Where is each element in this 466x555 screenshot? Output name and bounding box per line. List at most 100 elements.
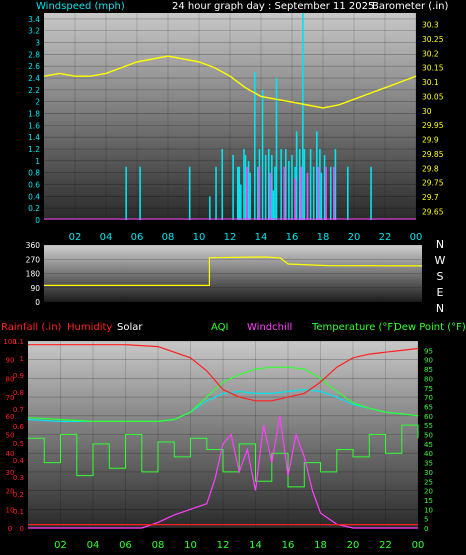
compass-label: N [436, 302, 444, 315]
compass-label: N [436, 238, 444, 251]
rainfall-tick: 0.3 [13, 474, 24, 482]
rainfall-tick: 0.8 [13, 389, 24, 397]
hour-tick: 16 [282, 540, 295, 551]
barometer-tick: 30.3 [422, 21, 439, 30]
humidity-tick: 100 [3, 338, 16, 346]
barometer-tick: 29.9 [422, 136, 439, 145]
hour-tick: 12 [224, 232, 237, 243]
solar-line [28, 415, 418, 529]
temperature-line [27, 366, 419, 422]
hour-tick: 20 [347, 540, 360, 551]
temperature-tick: 90 [424, 357, 433, 365]
temperature-tick: 45 [424, 441, 433, 449]
direction-tick: 270 [26, 255, 41, 264]
temperature-tick: 10 [424, 506, 433, 514]
hour-tick: 08 [162, 232, 175, 243]
windspeed-tick: 2.8 [28, 50, 40, 59]
barometer-tick: 29.7 [422, 193, 439, 202]
hour-tick: 12 [217, 540, 230, 551]
windchill-legend: Windchill [247, 322, 292, 333]
hour-tick: 18 [314, 540, 327, 551]
rainfall-tick: 0 [20, 525, 24, 533]
humidity-tick: 90 [6, 357, 15, 365]
windspeed-tick: 1.6 [28, 121, 40, 130]
humidity-tick: 60 [6, 413, 15, 421]
windspeed-tick: 2.4 [28, 74, 40, 83]
hour-tick: 14 [255, 232, 268, 243]
barometer-tick: 29.75 [422, 179, 444, 188]
hour-tick: 10 [193, 232, 206, 243]
compass-label: E [437, 286, 444, 299]
windspeed-tick: 0.8 [28, 169, 40, 178]
hour-tick: 22 [379, 540, 392, 551]
rainfall-legend: Rainfall (.in) [1, 322, 62, 333]
hour-tick: 14 [249, 540, 262, 551]
wind-barometer-plot [44, 13, 416, 220]
barometer-line [43, 55, 417, 109]
barometer-axis-title: Barometer (.in) [372, 1, 448, 12]
barometer-tick: 29.65 [422, 207, 444, 216]
temperature-legend: Temperature (°F) [311, 322, 397, 333]
windspeed-tick: 2.6 [28, 62, 40, 71]
aqi-legend: AQI [211, 322, 229, 333]
humidity-tick: 30 [6, 469, 15, 477]
windspeed-tick: 1.2 [28, 145, 40, 154]
temperature-tick: 85 [424, 366, 433, 374]
humidity-tick: 40 [6, 450, 15, 458]
windspeed-axis-title: Windspeed (mph) [36, 1, 125, 12]
temperature-tick: 50 [424, 432, 433, 440]
direction-tick: 180 [26, 270, 41, 279]
windspeed-tick: 3.4 [28, 15, 40, 24]
temperature-tick: 75 [424, 385, 433, 393]
rainfall-tick: 0.7 [13, 406, 24, 414]
windspeed-tick: 3.2 [28, 27, 40, 36]
humidity-line [28, 344, 419, 402]
rainfall-tick: 1 [20, 355, 24, 363]
windspeed-tick: 0.2 [28, 204, 40, 213]
barometer-tick: 29.85 [422, 150, 444, 159]
humidity-legend: Humidity [67, 322, 112, 333]
hour-tick: 18 [317, 232, 330, 243]
hour-tick: 22 [379, 232, 392, 243]
temperature-tick: 25 [424, 478, 433, 486]
hour-tick: 06 [119, 540, 132, 551]
rainfall-tick: 0.1 [13, 508, 24, 516]
wind-direction-line [44, 256, 423, 286]
temperature-tick: 0 [424, 525, 428, 533]
barometer-tick: 30.25 [422, 35, 444, 44]
direction-tick: 0 [35, 298, 40, 307]
windspeed-tick: 1 [35, 157, 40, 166]
hour-tick: 16 [286, 232, 299, 243]
rainfall-tick: 0.2 [13, 491, 24, 499]
hour-tick: 04 [87, 540, 100, 551]
hour-tick: 02 [54, 540, 67, 551]
humidity-tick: 10 [6, 506, 15, 514]
wind-direction-plot [44, 245, 422, 302]
graph-date-title: 24 hour graph day : September 11 2025 [172, 1, 374, 12]
windspeed-tick: 1.8 [28, 110, 40, 119]
barometer-tick: 30.1 [422, 78, 439, 87]
barometer-tick: 30 [422, 107, 432, 116]
windspeed-tick: 2 [35, 98, 40, 107]
rainfall-tick: 0.5 [13, 440, 24, 448]
direction-tick: 90 [30, 284, 40, 293]
rainfall-tick: 1.1 [13, 338, 24, 346]
rainfall-tick: 0.9 [13, 372, 24, 380]
humidity-tick: 80 [6, 375, 15, 383]
dew-point-legend: Dew Point (°F) [394, 322, 466, 333]
windspeed-tick: 1.4 [28, 133, 40, 142]
hour-tick: 00 [412, 540, 425, 551]
compass-label: W [435, 254, 446, 267]
temperature-tick: 55 [424, 422, 433, 430]
temperature-tick: 70 [424, 394, 433, 402]
aqi-line [28, 424, 419, 488]
direction-tick: 360 [26, 241, 41, 250]
temperature-tick: 65 [424, 403, 433, 411]
temperature-tick: 35 [424, 460, 433, 468]
hour-tick: 00 [410, 232, 423, 243]
temperature-tick: 5 [424, 516, 428, 524]
hour-tick: 08 [152, 540, 165, 551]
hour-tick: 10 [184, 540, 197, 551]
humidity-tick: 0 [8, 525, 12, 533]
